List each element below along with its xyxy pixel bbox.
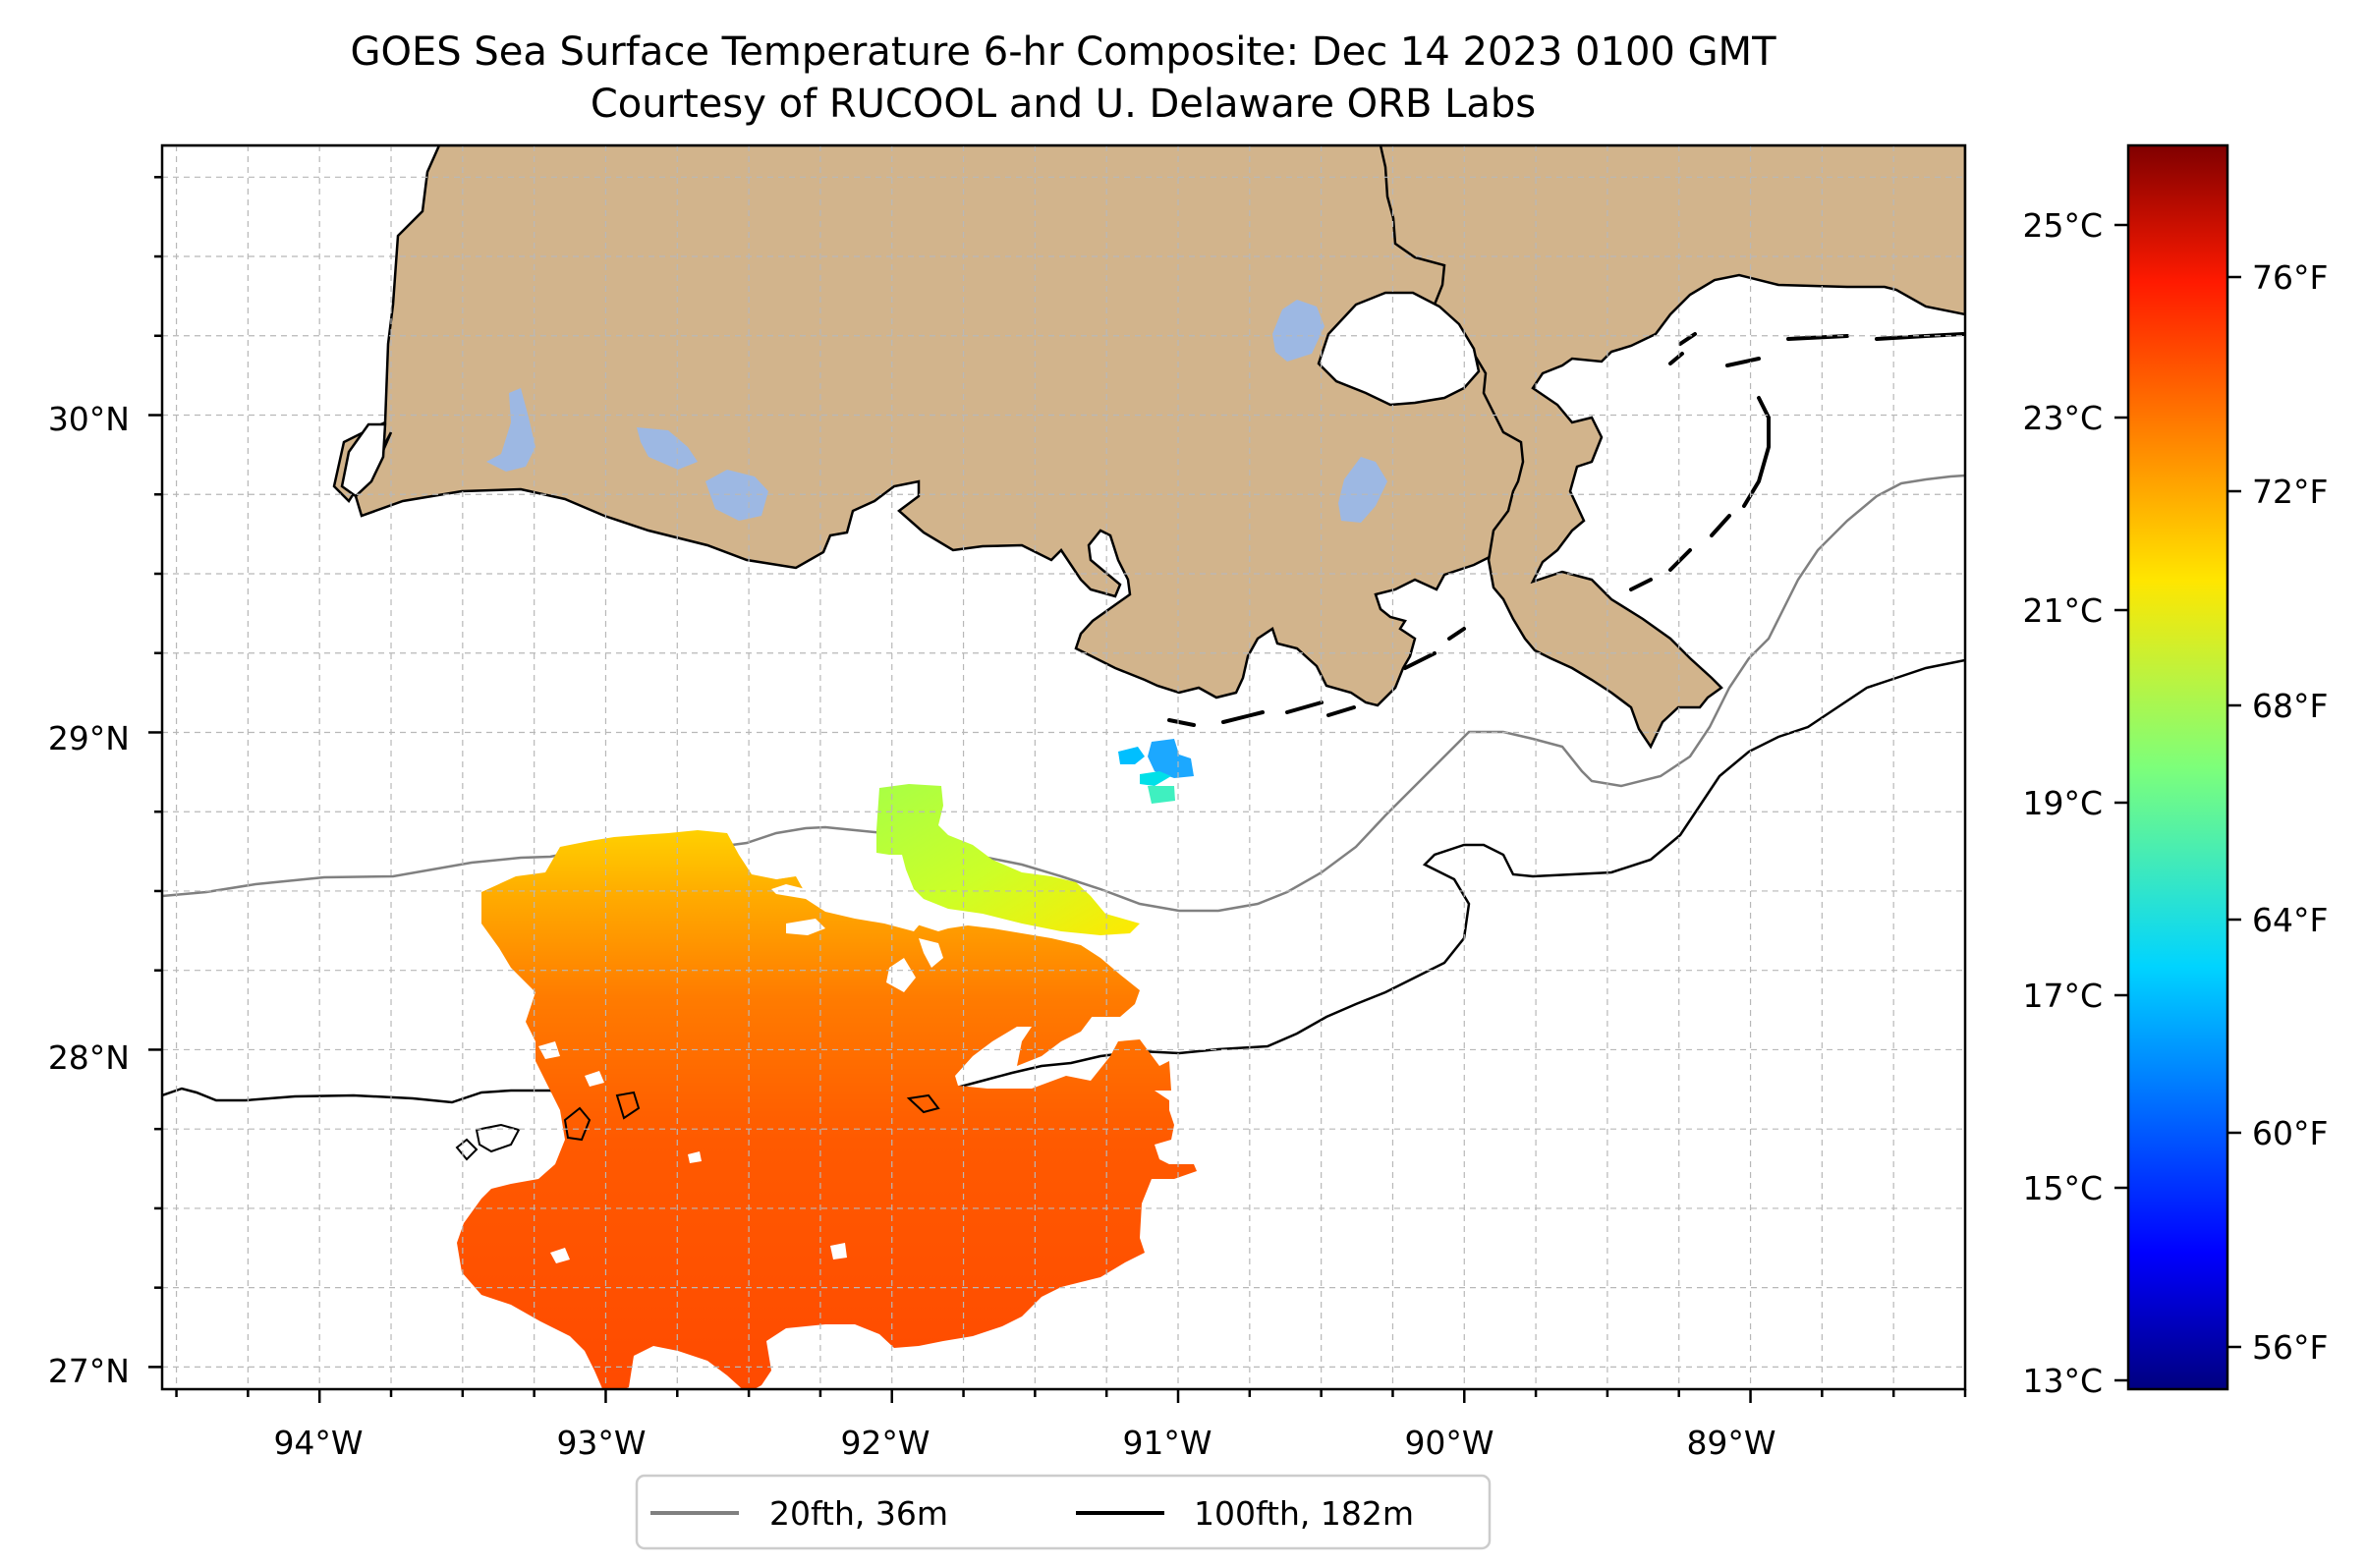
lake-white xyxy=(705,470,768,521)
colorbar-c-label: 13°C xyxy=(2022,1362,2103,1400)
map-area[interactable] xyxy=(162,145,1965,1393)
lake-pontchartrain xyxy=(1317,291,1481,407)
legend: 20fth, 36m 100fth, 182m xyxy=(635,1474,1492,1550)
colorbar-f-label: 76°F xyxy=(2252,258,2328,297)
colorbar-c-label: 19°C xyxy=(2022,784,2103,822)
colorbar-c-label: 21°C xyxy=(2022,591,2103,630)
sst-patch-91w xyxy=(1118,739,1194,804)
colorbar-f-label: 56°F xyxy=(2252,1328,2328,1367)
map-frame xyxy=(160,143,1967,1391)
y-tick-label: 28°N xyxy=(48,1038,130,1077)
colorbar-c-label: 23°C xyxy=(2022,399,2103,437)
title-line-2: Courtesy of RUCOOL and U. Delaware ORB L… xyxy=(591,82,1536,127)
y-axis: 27°N 28°N 29°N 30°N xyxy=(48,176,162,1390)
y-tick-label: 30°N xyxy=(48,400,130,438)
sst-gaps xyxy=(538,855,943,1263)
isobath-100fth xyxy=(162,658,1965,1104)
x-tick-label: 93°W xyxy=(556,1424,646,1462)
colorbar-gradient xyxy=(2126,143,2229,1391)
gridlines xyxy=(162,145,1965,1389)
y-tick-label: 29°N xyxy=(48,719,130,757)
legend-label-20fth: 20fth, 36m xyxy=(769,1494,948,1533)
colorbar-f-label: 60°F xyxy=(2252,1114,2328,1152)
sw-shoals xyxy=(455,1091,940,1161)
x-tick-label: 90°W xyxy=(1404,1424,1493,1462)
x-tick-label: 94°W xyxy=(273,1424,363,1462)
lake-salvador xyxy=(1338,457,1387,523)
lake-maurepas xyxy=(1272,300,1324,362)
colorbar-f-label: 64°F xyxy=(2252,901,2328,939)
x-tick-label: 91°W xyxy=(1122,1424,1212,1462)
x-tick-label: 89°W xyxy=(1686,1424,1775,1462)
title-line-1: GOES Sea Surface Temperature 6-hr Compos… xyxy=(350,29,1776,75)
colorbar-f-label: 72°F xyxy=(2252,473,2328,511)
x-tick-label: 92°W xyxy=(840,1424,930,1462)
x-axis: 94°W 93°W 92°W 91°W 90°W 89°W xyxy=(175,1389,1967,1462)
colorbar: 25°C 23°C 21°C 19°C 17°C 15°C 13°C 76°F … xyxy=(2022,143,2328,1400)
lake-calcasieu xyxy=(486,388,535,472)
lake-sabine xyxy=(340,422,387,498)
colorbar-c-label: 25°C xyxy=(2022,206,2103,245)
lake-grand xyxy=(637,427,698,470)
colorbar-c-label: 17°C xyxy=(2022,977,2103,1015)
colorbar-c-label: 15°C xyxy=(2022,1169,2103,1207)
sst-patch-north xyxy=(876,784,1140,935)
legend-label-100fth: 100fth, 182m xyxy=(1194,1494,1414,1533)
y-tick-label: 27°N xyxy=(48,1352,130,1390)
land-delta xyxy=(1379,145,1965,750)
colorbar-f-label: 68°F xyxy=(2252,687,2328,725)
